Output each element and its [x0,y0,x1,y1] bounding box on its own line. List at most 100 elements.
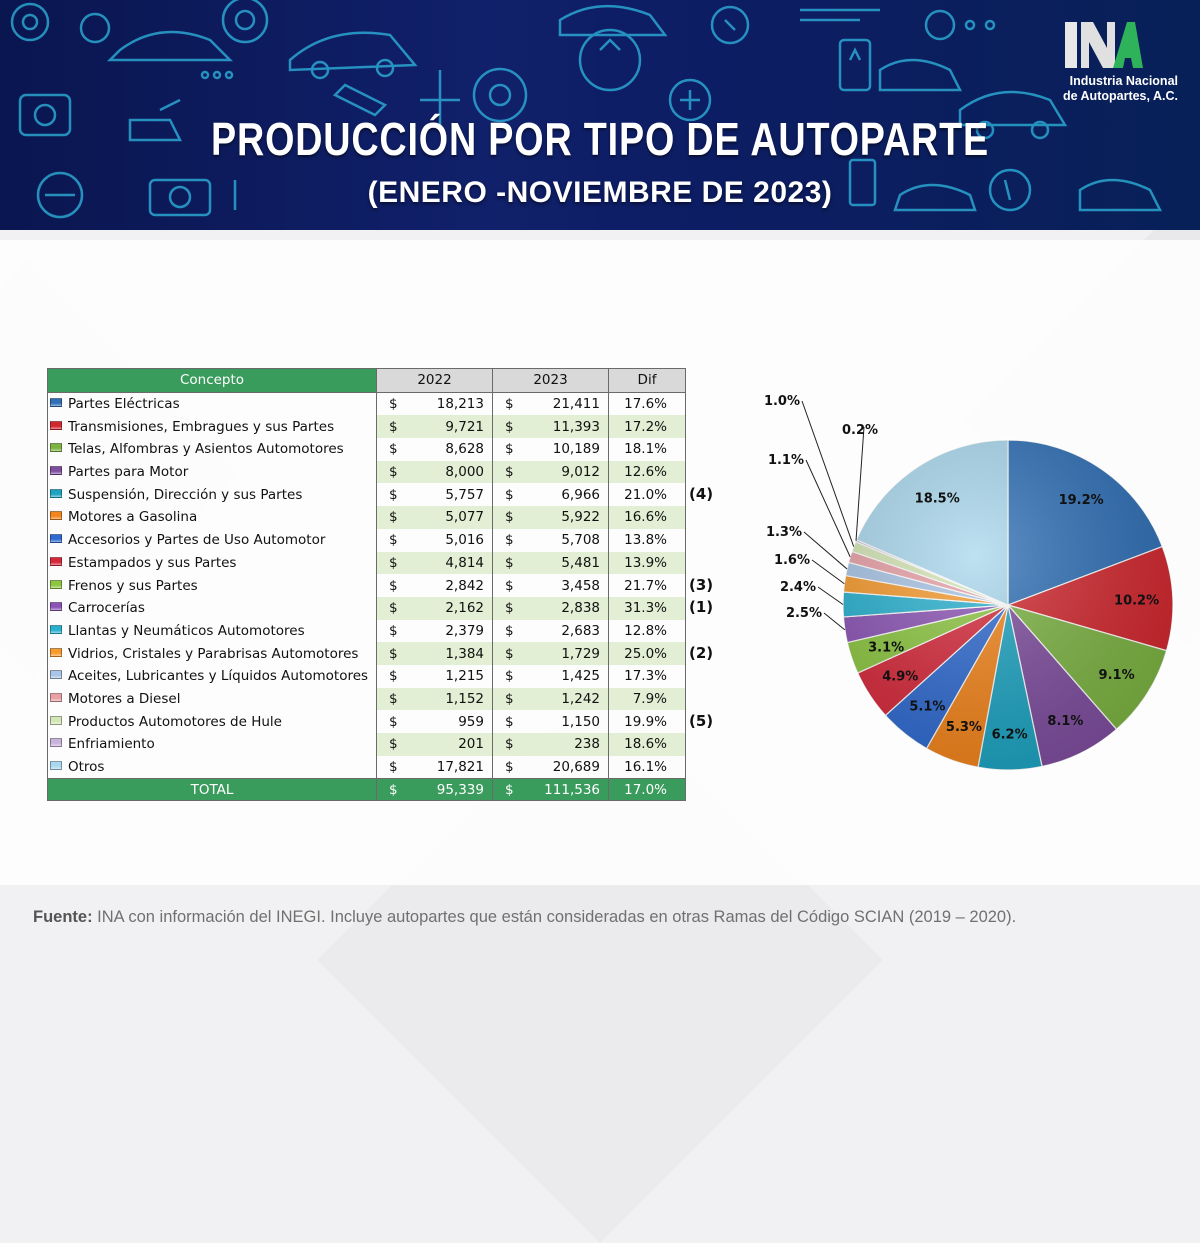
table-row: Aceites, Lubricantes y Líquidos Automoto… [47,664,686,688]
value-2023-cell: $5,708 [492,528,609,552]
legend-swatch [50,511,62,521]
value-2022: 2,162 [445,600,484,617]
dif-cell: 17.6% [608,392,686,416]
rank-note: (2) [689,643,714,662]
pie-data-label: 2.4% [780,580,816,595]
value-2022-cell: $1,215 [376,664,493,688]
legend-swatch [50,420,62,430]
concepto-cell: Transmisiones, Embragues y sus Partes [47,415,377,439]
value-2023-cell: $5,922 [492,506,609,529]
currency-sign: $ [505,622,514,639]
currency-sign: $ [389,464,398,481]
table-row: Suspensión, Dirección y sus Partes $5,757… [47,483,686,507]
value-2023-cell: $3,458 [492,574,609,597]
currency-sign: $ [505,509,514,526]
pie-data-label: 4.9% [882,669,918,684]
value-2023: 5,481 [561,554,600,571]
currency-sign: $ [505,781,514,798]
value-2023: 5,708 [561,532,600,549]
dif-cell: 25.0% [608,642,686,665]
legend-swatch [50,692,62,702]
dif-cell: 21.0% [608,483,686,507]
pie-shading [843,440,1173,770]
currency-sign: $ [389,441,398,458]
currency-sign: $ [505,486,514,503]
header-concepto: Concepto [47,368,377,393]
table-row: Telas, Alfombras y Asientos Automotores $… [47,438,686,461]
value-2022-cell: $17,821 [376,755,493,780]
currency-sign: $ [505,668,514,685]
automotive-icons-decoration [10,0,1163,219]
currency-sign: $ [389,759,398,776]
legend-swatch [50,715,62,725]
value-2023-cell: $2,838 [492,596,609,620]
pie-data-label: 9.1% [1099,668,1135,683]
value-2022-cell: $959 [376,710,493,733]
value-2023: 9,012 [561,464,600,481]
concepto-label: Accesorios y Partes de Uso Automotor [68,532,326,549]
concepto-label: Llantas y Neumáticos Automotores [68,622,305,639]
legend-swatch [50,488,62,498]
table-row: Partes Eléctricas $18,213 $21,411 17.6% [47,392,686,416]
value-2022: 8,000 [445,464,484,481]
value-2022-cell: $18,213 [376,392,493,416]
value-2023: 2,838 [561,600,600,617]
value-2023-cell: $20,689 [492,755,609,780]
rank-note: (5) [689,711,714,730]
concepto-label: Aceites, Lubricantes y Líquidos Automoto… [68,668,369,685]
dif-cell: 17.2% [608,415,686,439]
currency-sign: $ [389,713,398,730]
value-2023: 1,425 [561,668,600,685]
value-2023-cell: $1,242 [492,687,609,711]
currency-sign: $ [389,690,398,707]
currency-sign: $ [389,645,398,662]
concepto-label: Enfriamiento [68,736,155,753]
value-2022-cell: $8,628 [376,438,493,461]
currency-sign: $ [389,486,398,503]
total-2023-value: 111,536 [544,781,600,798]
total-2023: $111,536 [492,778,609,802]
value-2023-cell: $9,012 [492,460,609,484]
dif-cell: 18.1% [608,438,686,461]
table-row: Carrocerías $2,162 $2,838 31.3% [47,596,686,620]
value-2022: 5,016 [445,532,484,549]
legend-swatch [50,398,62,408]
value-2022-cell: $2,162 [376,596,493,620]
value-2022: 5,077 [445,509,484,526]
concepto-cell: Llantas y Neumáticos Automotores [47,619,377,643]
pie-leader-line [801,400,855,547]
pie-data-label: 6.2% [992,728,1028,743]
production-table: Concepto 2022 2023 Dif Partes Eléctricas… [47,368,686,802]
value-2023: 6,966 [561,486,600,503]
value-2022-cell: $5,077 [376,506,493,529]
total-2022-value: 95,339 [436,781,484,798]
header-banner: PRODUCCIÓN POR TIPO DE AUTOPARTE (ENERO … [0,0,1200,230]
concepto-label: Suspensión, Dirección y sus Partes [68,486,303,503]
table-row: Partes para Motor $8,000 $9,012 12.6% [47,460,686,484]
concepto-cell: Frenos y sus Partes [47,574,377,597]
dif-cell: 21.7% [608,574,686,597]
concepto-label: Transmisiones, Embragues y sus Partes [68,418,335,435]
pie-leader-line [823,612,846,631]
value-2022: 18,213 [436,396,484,413]
pie-data-label: 8.1% [1047,714,1083,729]
concepto-label: Estampados y sus Partes [68,554,237,571]
pie-data-label: 1.6% [774,553,810,568]
value-2022: 1,152 [445,690,484,707]
concepto-label: Carrocerías [68,600,145,617]
value-2023: 3,458 [561,577,600,594]
currency-sign: $ [505,645,514,662]
pie-leader-line [811,559,845,585]
currency-sign: $ [505,441,514,458]
concepto-cell: Carrocerías [47,596,377,620]
concepto-cell: Telas, Alfombras y Asientos Automotores [47,438,377,461]
concepto-label: Otros [68,759,105,776]
dif-cell: 16.6% [608,506,686,529]
value-2022-cell: $201 [376,733,493,756]
pie-data-label: 2.5% [786,606,822,621]
pie-leader-line [805,459,851,558]
concepto-label: Telas, Alfombras y Asientos Automotores [68,441,344,458]
pie-data-label: 1.3% [766,525,802,540]
currency-sign: $ [389,554,398,571]
table-row: Accesorios y Partes de Uso Automotor $5,0… [47,528,686,552]
